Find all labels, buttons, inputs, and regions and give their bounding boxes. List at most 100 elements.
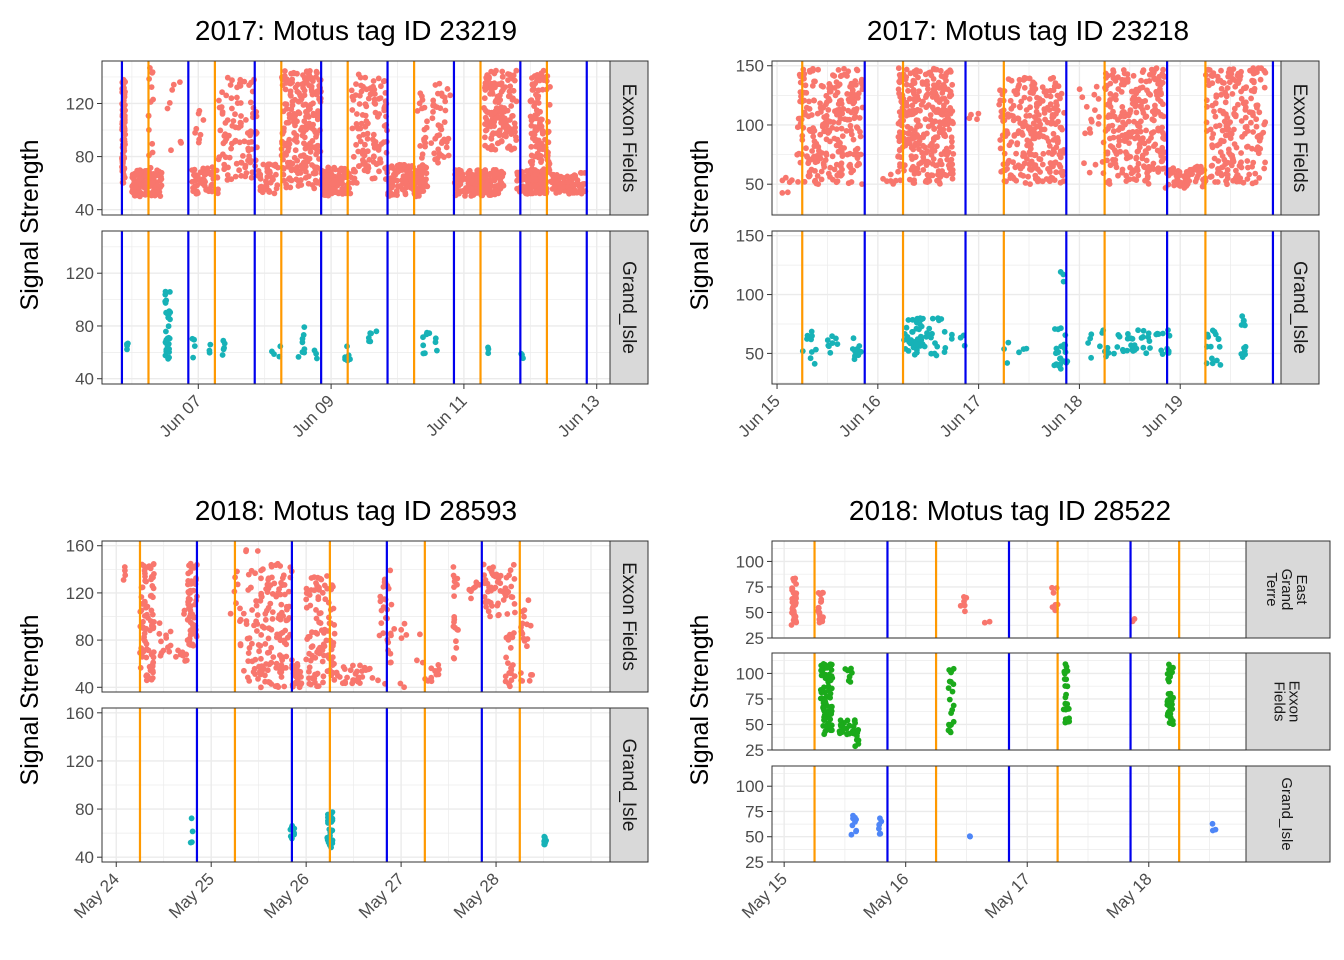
data-point bbox=[444, 86, 451, 92]
data-point bbox=[835, 67, 842, 73]
data-point bbox=[352, 670, 359, 677]
data-point bbox=[371, 153, 377, 160]
data-point bbox=[482, 87, 489, 93]
data-point bbox=[826, 671, 833, 678]
data-point bbox=[541, 841, 548, 848]
data-point bbox=[150, 654, 157, 661]
data-point bbox=[389, 182, 396, 189]
data-point bbox=[1010, 174, 1016, 181]
data-point bbox=[1254, 102, 1261, 109]
data-point bbox=[475, 581, 482, 588]
data-point bbox=[232, 173, 239, 180]
data-point bbox=[512, 129, 518, 135]
data-point bbox=[1047, 87, 1054, 94]
data-point bbox=[492, 584, 499, 591]
data-point bbox=[917, 122, 923, 129]
data-point bbox=[248, 174, 255, 181]
data-point bbox=[229, 122, 236, 129]
data-point bbox=[1168, 698, 1175, 705]
data-point bbox=[1052, 159, 1059, 166]
data-point bbox=[307, 657, 314, 664]
data-point bbox=[945, 162, 952, 169]
data-point bbox=[808, 349, 815, 355]
data-point bbox=[1110, 108, 1116, 115]
x-tick-label: May 27 bbox=[355, 869, 408, 922]
data-point bbox=[1037, 121, 1044, 128]
data-point bbox=[1152, 76, 1158, 83]
data-point bbox=[299, 165, 306, 171]
data-point bbox=[276, 586, 282, 592]
data-point bbox=[1127, 164, 1133, 171]
x-tick-label: Jun 19 bbox=[1138, 391, 1188, 441]
data-point bbox=[808, 166, 815, 173]
data-point bbox=[255, 676, 261, 682]
y-tick-label: 100 bbox=[736, 116, 764, 135]
data-point bbox=[227, 82, 234, 88]
data-point bbox=[910, 146, 917, 153]
data-point bbox=[493, 571, 500, 578]
data-point bbox=[923, 149, 929, 156]
data-point bbox=[230, 118, 237, 124]
data-point bbox=[454, 626, 460, 633]
data-point bbox=[1085, 340, 1091, 346]
data-point bbox=[1049, 119, 1055, 125]
data-point bbox=[532, 124, 538, 130]
data-point bbox=[806, 98, 812, 105]
facet-strip-label: Exxon Fields bbox=[618, 562, 639, 671]
data-point bbox=[1224, 181, 1230, 188]
data-point bbox=[566, 187, 573, 194]
data-point bbox=[947, 722, 953, 729]
data-point bbox=[320, 679, 326, 686]
data-point bbox=[323, 178, 330, 184]
data-point bbox=[496, 611, 502, 618]
data-point bbox=[285, 148, 291, 154]
data-point bbox=[779, 190, 786, 196]
data-point bbox=[248, 567, 255, 574]
data-point bbox=[431, 150, 438, 157]
data-point bbox=[809, 148, 815, 154]
data-point bbox=[505, 589, 512, 595]
data-point bbox=[244, 635, 251, 642]
data-point bbox=[1031, 164, 1038, 171]
data-point bbox=[823, 92, 830, 99]
data-point bbox=[847, 122, 854, 129]
data-point bbox=[974, 116, 980, 123]
data-point bbox=[811, 138, 818, 145]
data-point bbox=[1243, 99, 1249, 106]
data-point bbox=[498, 80, 505, 87]
data-point bbox=[1261, 165, 1268, 172]
data-point bbox=[1159, 158, 1166, 164]
data-point bbox=[818, 617, 825, 624]
data-point bbox=[432, 135, 439, 142]
data-point bbox=[277, 563, 284, 569]
data-point bbox=[1237, 175, 1244, 182]
data-point bbox=[299, 339, 306, 346]
data-point bbox=[297, 668, 304, 675]
data-point bbox=[1119, 104, 1126, 110]
data-point bbox=[286, 141, 293, 147]
data-point bbox=[1019, 163, 1026, 170]
data-point bbox=[305, 180, 312, 187]
data-point bbox=[1026, 112, 1033, 119]
facet-strip-label: Exxon Fields bbox=[1289, 84, 1310, 193]
data-point bbox=[150, 96, 157, 103]
data-point bbox=[923, 104, 930, 111]
data-point bbox=[542, 834, 548, 841]
data-point bbox=[957, 602, 964, 609]
data-point bbox=[329, 654, 336, 661]
data-point bbox=[263, 178, 269, 185]
data-point bbox=[361, 152, 368, 159]
data-point bbox=[848, 179, 855, 185]
chart-title: 2017: Motus tag ID 23218 bbox=[867, 15, 1189, 46]
y-tick-label: 75 bbox=[745, 578, 764, 597]
data-point bbox=[1053, 144, 1060, 151]
facet-strip bbox=[1280, 60, 1320, 216]
data-point bbox=[487, 613, 493, 620]
data-point bbox=[540, 67, 547, 74]
data-point bbox=[192, 129, 199, 136]
data-point bbox=[353, 180, 360, 186]
data-point bbox=[422, 164, 428, 170]
data-point bbox=[1223, 93, 1230, 100]
facet-strip bbox=[1245, 540, 1331, 639]
